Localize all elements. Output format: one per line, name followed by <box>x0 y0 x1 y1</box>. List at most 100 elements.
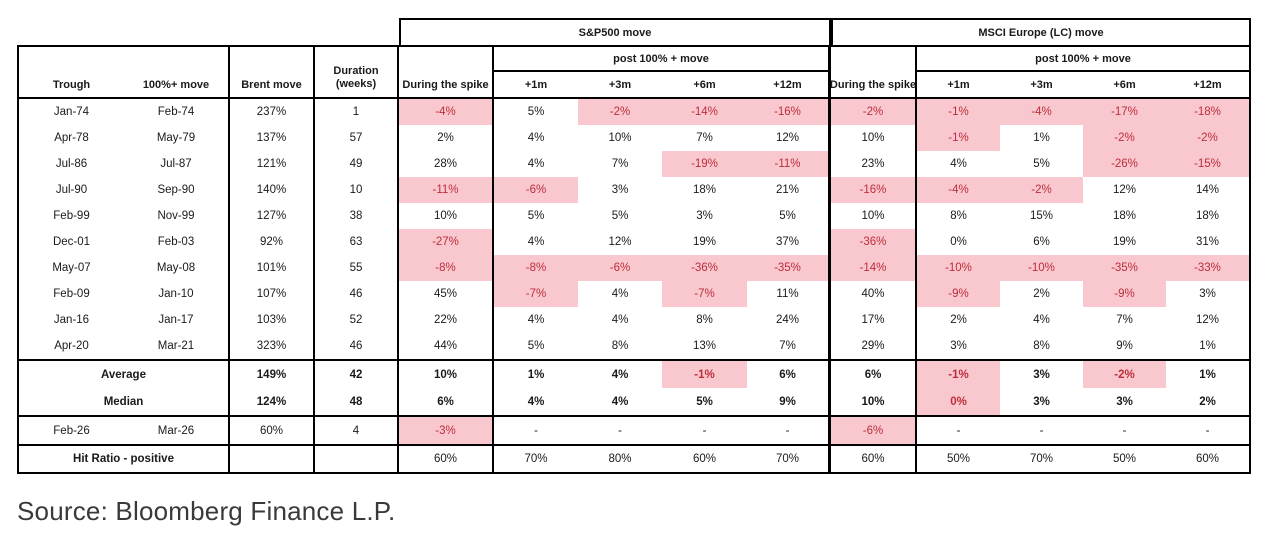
cell-sp-plus6m: -7% <box>662 281 747 307</box>
cell-sp-plus3m: 4% <box>611 395 629 408</box>
cell-100-move: Mar-21 <box>124 333 230 359</box>
cell-msci-plus1m: -9% <box>917 281 1000 307</box>
cell-msci-plus3m: 3% <box>1033 395 1050 408</box>
column-header-row: Trough 100%+ move Brent move Duration (w… <box>19 47 1249 99</box>
cell-sp-during-spike: -27% <box>399 229 494 255</box>
cell-sp-plus6m: 5% <box>696 395 713 408</box>
cell-msci-plus12m: 12% <box>1195 314 1220 326</box>
cell-sp-plus3m: 8% <box>611 340 629 352</box>
cell-sp-during-spike: 6% <box>399 388 494 415</box>
cell-msci-plus6m: -17% <box>1083 99 1166 125</box>
cell-sp-during-spike: 60% <box>399 446 494 472</box>
header-msci-plus3m: +3m <box>1030 79 1053 91</box>
cell-msci-plus3m: 8% <box>1033 340 1050 352</box>
header-msci-post-group: post 100% + move +1m +3m +6m +12m <box>917 47 1249 97</box>
cell-trough: Apr-78 <box>54 132 89 144</box>
cell-brent-move: 140% <box>230 177 315 203</box>
cell-sp-during-spike: 2% <box>399 125 494 151</box>
cell-msci-plus1m: 3% <box>950 340 967 352</box>
table-row: Apr-20 Mar-21 323% 46 44% 5% 8% 13% 7% 29% 3% 8% 9% 1… <box>19 333 1249 359</box>
table-row: May-07 May-08 101% 55 -8% -8% -6% -36% -35% -14% -… <box>19 255 1249 281</box>
cell-msci-during-spike: 6% <box>831 361 917 388</box>
cell-sp-during-spike: -8% <box>399 255 494 281</box>
cell-row-label: Median <box>19 388 230 415</box>
cell-brent-move: 60% <box>230 417 315 444</box>
cell-sp-plus6m: -1% <box>662 361 747 388</box>
cell-sp-plus3m: 4% <box>611 314 629 326</box>
cell-msci-plus6m: -2% <box>1083 125 1166 151</box>
cell-sp-plus1m: -6% <box>494 177 578 203</box>
cell-trough: Apr-20 <box>54 340 89 352</box>
cell-msci-plus12m: 60% <box>1195 453 1220 465</box>
header-duration: Duration (weeks) <box>315 47 399 97</box>
cell-sp-plus12m: 7% <box>747 333 831 359</box>
cell-sp-plus6m: 19% <box>692 236 717 248</box>
cell-brent-move: 92% <box>230 229 315 255</box>
cell-msci-plus12m: 3% <box>1199 288 1216 300</box>
cell-msci-plus1m: -1% <box>917 99 1000 125</box>
header-sp-post-label: post 100% + move <box>494 47 828 72</box>
cell-msci-plus3m: 3% <box>1033 368 1050 381</box>
cell-msci-plus1m: -1% <box>917 361 1000 388</box>
cell-msci-plus3m: -10% <box>1000 255 1083 281</box>
cell-msci-during-spike: -6% <box>831 417 917 444</box>
header-sp-plus3m: +3m <box>608 79 632 91</box>
cell-msci-plus12m: 1% <box>1199 340 1216 352</box>
header-sp-plus6m: +6m <box>693 79 716 91</box>
cell-msci-plus12m: 18% <box>1195 210 1220 222</box>
cell-sp-plus3m: 5% <box>611 210 629 222</box>
cell-msci-plus1m: -10% <box>917 255 1000 281</box>
cell-sp-plus1m: 70% <box>524 453 548 465</box>
cell-100-move: Mar-26 <box>124 417 230 444</box>
header-sp-post-group: post 100% + move +1m +3m +6m +12m <box>494 47 831 97</box>
cell-msci-plus12m: 31% <box>1195 236 1220 248</box>
cell-100-move: Feb-03 <box>124 229 230 255</box>
cell-100-move: Feb-74 <box>124 99 230 125</box>
cell-sp-during-spike: 10% <box>399 361 494 388</box>
cell-sp-plus3m: 10% <box>608 132 632 144</box>
cell-msci-plus6m: 50% <box>1112 453 1137 465</box>
cell-brent-move: 124% <box>230 388 315 415</box>
latest-row-block: Feb-26 Mar-26 60% 4 -3% - - - - -6% - - - - <box>19 415 1249 444</box>
cell-msci-plus1m: 50% <box>946 453 971 465</box>
cell-sp-during-spike: 28% <box>399 151 494 177</box>
cell-msci-during-spike: 29% <box>831 333 917 359</box>
header-sp-post-columns: +1m +3m +6m +12m <box>494 72 828 97</box>
cell-sp-plus3m: 7% <box>611 158 629 170</box>
cell-msci-plus1m: 2% <box>950 314 967 326</box>
cell-msci-plus1m: -1% <box>917 125 1000 151</box>
table-row: Dec-01 Feb-03 92% 63 -27% 4% 12% 19% 37% -36% 0% 6%… <box>19 229 1249 255</box>
header-sp-during-spike: During the spike <box>399 47 494 97</box>
cell-msci-plus6m: 7% <box>1116 314 1133 326</box>
cell-msci-plus1m: - <box>956 424 961 437</box>
header-msci-plus6m: +6m <box>1113 79 1136 91</box>
cell-brent-move: 323% <box>230 333 315 359</box>
cell-sp-plus6m: -14% <box>662 99 747 125</box>
cell-sp-plus12m: 37% <box>747 229 831 255</box>
table-row: Median 124% 48 6% 4% 4% 5% 9% 10% 0% 3% 3% 2% <box>19 388 1249 415</box>
table-row: Jan-74 Feb-74 237% 1 -4% 5% -2% -14% -16% -2% -1% -… <box>19 99 1249 125</box>
table-row: Feb-09 Jan-10 107% 46 45% -7% 4% -7% 11% 40% -9% 2%… <box>19 281 1249 307</box>
cell-msci-during-spike: -16% <box>831 177 917 203</box>
cell-sp-plus3m: 4% <box>611 288 629 300</box>
table-row: Jan-16 Jan-17 103% 52 22% 4% 4% 8% 24% 17% 2% 4% 7% 1… <box>19 307 1249 333</box>
cell-duration: 38 <box>315 203 399 229</box>
cell-msci-plus6m: -35% <box>1083 255 1166 281</box>
group-header-sp500: S&P500 move <box>399 18 831 45</box>
header-sp-plus1m: +1m <box>524 79 548 91</box>
cell-msci-during-spike: -2% <box>831 99 917 125</box>
data-table: Trough 100%+ move Brent move Duration (w… <box>17 45 1251 474</box>
cell-msci-plus3m: -4% <box>1000 99 1083 125</box>
cell-trough: Dec-01 <box>52 236 91 248</box>
table-row: Feb-26 Mar-26 60% 4 -3% - - - - -6% - - - - <box>19 417 1249 444</box>
cell-duration: 1 <box>315 99 399 125</box>
cell-msci-plus6m: 3% <box>1116 395 1133 408</box>
cell-row-label: Hit Ratio - positive <box>19 446 230 472</box>
cell-sp-plus1m: 4% <box>527 158 545 170</box>
cell-sp-plus1m: 5% <box>527 210 545 222</box>
cell-sp-plus1m: 4% <box>527 314 545 326</box>
cell-msci-during-spike: 10% <box>831 203 917 229</box>
cell-sp-plus6m: 13% <box>692 340 717 352</box>
cell-sp-plus1m: 5% <box>527 106 545 118</box>
